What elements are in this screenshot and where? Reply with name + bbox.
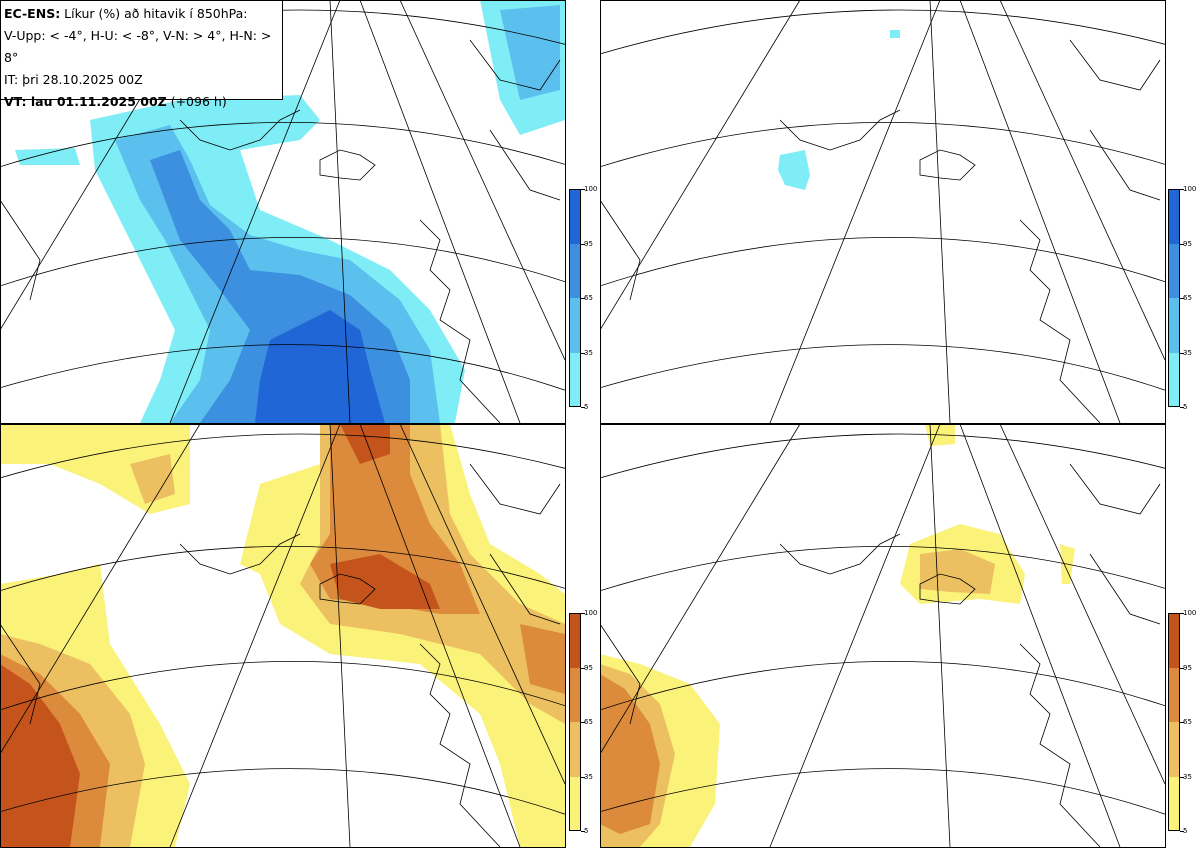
colorbar-segment xyxy=(569,298,581,353)
colorbar-blue-right: 100 95 65 35 5 xyxy=(1168,185,1196,411)
colorbar-segment xyxy=(1168,189,1180,244)
coastlines xyxy=(0,39,561,423)
colorbar-segment xyxy=(1168,298,1180,353)
colorbar-outline xyxy=(569,189,581,407)
colorbar-tick-label: 35 xyxy=(1183,348,1192,357)
colorbar-segment xyxy=(1168,352,1180,407)
graticule xyxy=(0,0,565,423)
colorbar-segment xyxy=(1168,776,1180,831)
colorbar-tick xyxy=(581,613,585,614)
header-line3: IT: þri 28.10.2025 00Z xyxy=(4,72,143,87)
colorbar-tick xyxy=(581,243,585,245)
colorbar-tick xyxy=(1180,776,1184,778)
map-warm-8 xyxy=(600,424,1165,847)
colorbar-tick-label: 5 xyxy=(1183,827,1188,835)
graticule xyxy=(0,424,565,847)
colorbar-tick-label: 65 xyxy=(584,294,593,302)
header-line1: EC-ENS: Líkur (%) að hitavik í 850hPa: xyxy=(4,6,248,21)
colorbar-tick xyxy=(581,722,585,723)
prob-contour-65 xyxy=(0,424,565,847)
prob-contour-5 xyxy=(15,0,565,423)
colorbar-segment xyxy=(569,352,581,407)
colorbar-tick xyxy=(1180,407,1184,408)
colorbar-segment xyxy=(1168,722,1180,777)
panel-warm-4 xyxy=(0,424,565,847)
colorbar-tick-label: 35 xyxy=(1183,772,1192,781)
colorbar-tick-label: 95 xyxy=(1183,663,1192,672)
colorbar-tick xyxy=(581,298,585,299)
prob-contour-65 xyxy=(600,674,660,834)
colorbar-tick xyxy=(1180,722,1184,723)
map-cold-8 xyxy=(600,0,1165,423)
colorbar-tick xyxy=(581,776,585,778)
colorbar-tick xyxy=(581,189,585,190)
coastlines xyxy=(0,463,561,847)
colorbar-outline xyxy=(569,613,581,831)
graticule xyxy=(600,0,1165,423)
graticule xyxy=(600,424,1165,847)
colorbar-tick xyxy=(581,352,585,354)
colorbar-tick xyxy=(581,407,585,408)
prob-contour-5 xyxy=(778,30,900,190)
colorbar-warm-right: 100 95 65 35 5 xyxy=(1168,609,1196,835)
colorbar-tick-label: 65 xyxy=(584,718,593,726)
map-warm-4 xyxy=(0,424,565,847)
colorbar-segment xyxy=(569,243,581,298)
colorbar-warm-left: 100 95 65 35 5 xyxy=(569,609,597,835)
colorbar-tick xyxy=(1180,298,1184,299)
colorbar-tick-label: 95 xyxy=(584,663,593,672)
coastlines xyxy=(600,463,1161,847)
header-line2: V-Upp: < -4°, H-U: < -8°, V-N: > 4°, H-N… xyxy=(4,28,272,65)
colorbar-tick xyxy=(1180,613,1184,614)
colorbar-outline xyxy=(1168,613,1180,831)
colorbar-segment xyxy=(569,776,581,831)
colorbar-tick-label: 5 xyxy=(1183,403,1188,411)
colorbar-tick-label: 35 xyxy=(584,772,593,781)
header-line4: VT: lau 01.11.2025 00Z (+096 h) xyxy=(4,94,227,109)
colorbar-segment xyxy=(1168,667,1180,722)
colorbar-tick xyxy=(1180,189,1184,190)
colorbar-segment xyxy=(569,667,581,722)
colorbar-segment xyxy=(1168,243,1180,298)
header-legend: EC-ENS: Líkur (%) að hitavik í 850hPa: V… xyxy=(0,0,283,109)
colorbar-tick xyxy=(1180,243,1184,245)
colorbar-tick-label: 65 xyxy=(1183,294,1192,302)
coastlines xyxy=(600,39,1161,423)
colorbar-tick xyxy=(1180,831,1184,832)
colorbar-tick-label: 100 xyxy=(584,185,598,193)
panel-cold-8 xyxy=(600,0,1165,423)
colorbar-segment xyxy=(569,722,581,777)
map-cold-4 xyxy=(0,0,565,423)
colorbar-tick xyxy=(581,831,585,832)
colorbar-tick-label: 95 xyxy=(1183,239,1192,248)
panel-cold-4: EC-ENS: Líkur (%) að hitavik í 850hPa: V… xyxy=(0,0,565,423)
colorbar-tick-label: 100 xyxy=(1183,609,1197,617)
prob-contour-35 xyxy=(115,5,560,423)
colorbar-tick xyxy=(1180,667,1184,669)
colorbar-tick-label: 65 xyxy=(1183,718,1192,726)
colorbar-tick-label: 100 xyxy=(1183,185,1197,193)
prob-contour-95 xyxy=(0,424,440,847)
panel-warm-8 xyxy=(600,424,1165,847)
prob-contour-95 xyxy=(255,310,385,423)
colorbar-segment xyxy=(1168,613,1180,668)
colorbar-tick-label: 5 xyxy=(584,827,589,835)
colorbar-tick-label: 5 xyxy=(584,403,589,411)
colorbar-tick-label: 35 xyxy=(584,348,593,357)
colorbar-tick xyxy=(1180,352,1184,354)
colorbar-tick xyxy=(581,667,585,669)
colorbar-segment xyxy=(569,613,581,668)
prob-contour-5 xyxy=(600,424,1075,847)
colorbar-tick-label: 95 xyxy=(584,239,593,248)
colorbar-outline xyxy=(1168,189,1180,407)
colorbar-segment xyxy=(569,189,581,244)
colorbar-blue-left: 100 95 65 35 5 xyxy=(569,185,597,411)
colorbar-tick-label: 100 xyxy=(584,609,598,617)
